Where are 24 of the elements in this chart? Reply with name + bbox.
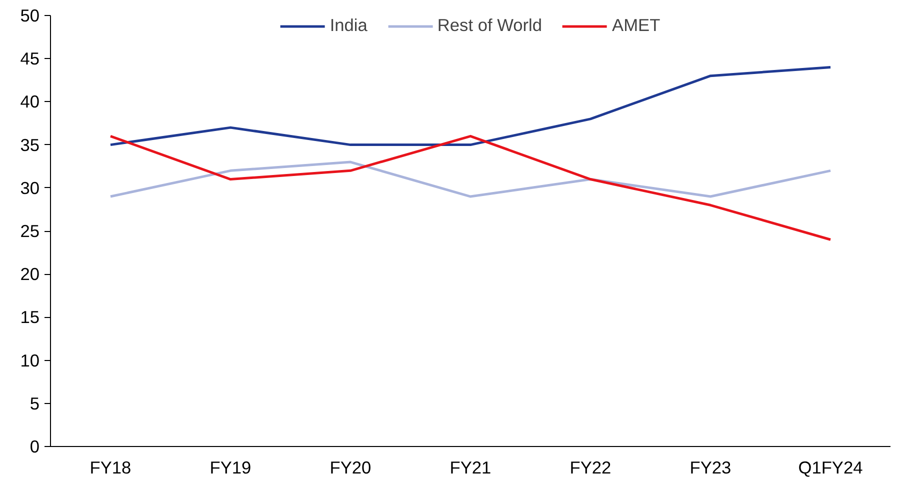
y-tick-label: 50 (20, 6, 40, 26)
legend-label: Rest of World (437, 15, 542, 36)
y-tick-label: 20 (20, 264, 40, 284)
legend-label: AMET (612, 15, 660, 36)
x-tick-label: Q1FY24 (798, 458, 864, 478)
x-tick-label: FY22 (570, 458, 612, 478)
line-series (109, 134, 832, 241)
line-series (109, 160, 832, 198)
x-tick-label: FY21 (450, 458, 492, 478)
y-tick-label: 40 (20, 92, 40, 112)
line-series (109, 66, 832, 146)
x-tick-label: FY23 (690, 458, 732, 478)
y-tick-label: 25 (20, 221, 40, 241)
x-tick-label: FY20 (330, 458, 372, 478)
y-tick-label: 35 (20, 134, 40, 155)
y-tick-label: 15 (20, 307, 40, 328)
x-tick-label: FY18 (90, 458, 132, 478)
legend-label: India (330, 15, 368, 36)
y-tick-label: 45 (20, 48, 40, 69)
y-tick-label: 0 (30, 436, 40, 456)
y-tick-label: 30 (20, 178, 40, 198)
y-tick-label: 5 (30, 393, 40, 414)
x-tick-label: FY19 (210, 458, 252, 478)
y-tick-label: 10 (20, 350, 40, 370)
